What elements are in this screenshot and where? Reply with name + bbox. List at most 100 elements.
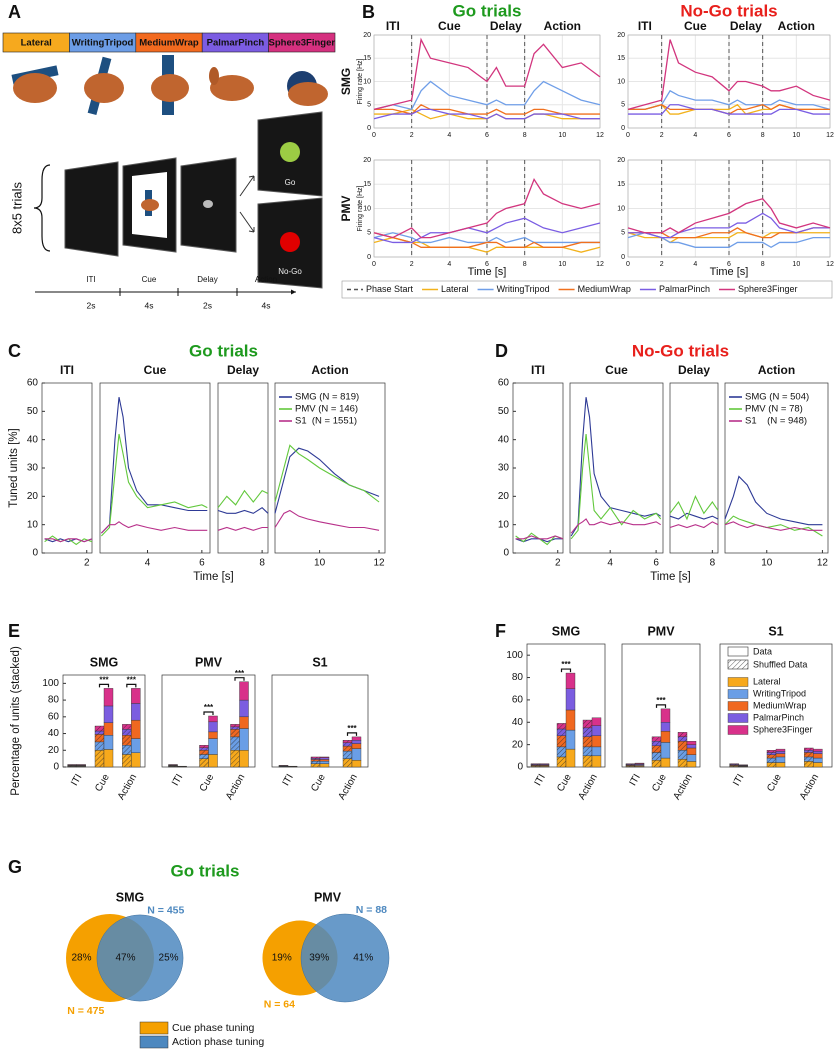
- legend-swatch: [727, 659, 749, 670]
- shuffled-bar-segment: [310, 759, 321, 762]
- bar-segment: [565, 709, 576, 731]
- hand: [84, 73, 124, 103]
- x-tick-label: 6: [653, 558, 659, 569]
- x-tick-label: Action: [336, 772, 359, 802]
- x-tick-label: Cue: [198, 772, 217, 794]
- bar-segment: [775, 753, 786, 758]
- y-tick-label: 80: [48, 695, 60, 706]
- y-tick-label: 10: [363, 78, 371, 85]
- bar-segment: [239, 728, 249, 751]
- y-tick-label: 20: [498, 491, 510, 502]
- x-axis-label: Time [s]: [468, 266, 507, 278]
- x-tick-label: ITI: [69, 772, 84, 788]
- legend-label: WritingTripod: [497, 284, 550, 294]
- series-line: [217, 506, 269, 514]
- timeline-phase: Cue: [142, 275, 157, 284]
- bar-segment: [813, 751, 823, 754]
- legend-swatch: [727, 689, 749, 699]
- timeline-duration: 4s: [262, 300, 271, 310]
- legend-label: Sphere3Finger: [753, 724, 813, 734]
- legend-swatch: [727, 701, 749, 711]
- shuffled-bar-segment: [310, 756, 321, 759]
- shuffled-bar-segment: [168, 764, 178, 766]
- bar-segment: [565, 688, 576, 711]
- y-tick-label: 10: [617, 78, 625, 85]
- legend-label: Lateral: [753, 676, 781, 686]
- x-tick-label: 2: [410, 261, 414, 268]
- x-tick-label: Action: [798, 772, 821, 802]
- go-cue: [280, 142, 300, 162]
- shuffled-bar-segment: [230, 726, 240, 730]
- series-line: [628, 104, 830, 115]
- bar-segment: [686, 754, 697, 762]
- bar-segment: [103, 705, 114, 723]
- shuffled-bar-segment: [342, 745, 353, 752]
- venn-title: PMV: [314, 890, 342, 904]
- legend-label: Phase Start: [366, 284, 414, 294]
- axes-frame: [569, 382, 664, 554]
- row-label: PMV: [339, 195, 353, 221]
- bar-segment: [131, 688, 141, 704]
- x-tick-label: 2: [555, 558, 561, 569]
- series-line: [373, 80, 601, 111]
- y-tick-label: 0: [503, 548, 509, 559]
- legend-label: Action phase tuning: [172, 1036, 264, 1048]
- hands: [11, 55, 328, 116]
- x-tick-label: 8: [259, 558, 265, 569]
- bar-segment: [591, 746, 602, 757]
- y-axis-label: Percentage of units (stacked): [10, 646, 22, 796]
- bar-segment: [131, 703, 141, 721]
- bar-segment: [208, 731, 218, 739]
- legend-swatch: [727, 646, 749, 657]
- shuffled-bar-segment: [556, 723, 567, 730]
- y-tick-label: 0: [517, 762, 523, 773]
- shuffled-bar-segment: [530, 763, 541, 765]
- bar-segment: [319, 763, 330, 768]
- axes-frame: [41, 382, 93, 554]
- bar-segment: [208, 754, 218, 768]
- y-tick-label: 60: [498, 378, 510, 389]
- shuffled-bar-segment: [342, 740, 353, 743]
- venn-value-label: 28%: [71, 953, 91, 964]
- subplot-title: Action: [758, 363, 795, 377]
- series-line: [627, 198, 831, 234]
- bar-segment: [319, 760, 330, 764]
- arrow: [239, 175, 255, 233]
- x-tick-label: 12: [826, 261, 834, 268]
- grasp-label: Lateral: [21, 38, 52, 49]
- x-tick-label: 4: [447, 261, 451, 268]
- subplot-title: ITI: [60, 363, 74, 377]
- shuffled-bar-segment: [766, 762, 777, 768]
- y-tick-label: 20: [363, 157, 371, 164]
- hand: [13, 73, 57, 103]
- shuffled-bar-segment: [582, 727, 593, 738]
- brace: [33, 164, 51, 252]
- significance-label: ***: [235, 669, 245, 678]
- x-tick-label: Action: [224, 772, 247, 802]
- x-tick-label: ITI: [281, 772, 296, 788]
- x-tick-label: 0: [626, 261, 630, 268]
- y-tick-label: 15: [617, 181, 625, 188]
- series-line: [570, 397, 661, 537]
- series-line: [100, 397, 208, 534]
- y-tick-label: 0: [32, 548, 38, 559]
- shuffled-bar-segment: [94, 734, 105, 743]
- y-tick-label: 30: [498, 463, 510, 474]
- bar-segment: [686, 747, 697, 755]
- bar-segment: [239, 699, 249, 718]
- y-tick-label: 20: [617, 32, 625, 39]
- y-tick-label: 5: [621, 230, 625, 237]
- panel-labels: A B C D E F G: [8, 2, 508, 877]
- trial-schematic: 8x5 trials Go No-Go: [9, 111, 323, 296]
- legend-label: PMV (N = 78): [745, 404, 803, 415]
- timeline-duration: 2s: [87, 300, 96, 310]
- y-tick-label: 100: [506, 650, 523, 661]
- shuffled-bar-segment: [556, 756, 567, 768]
- y-tick-label: 40: [27, 434, 39, 445]
- bar-segment: [208, 721, 218, 733]
- y-tick-label: 60: [27, 378, 39, 389]
- bar-segment: [813, 762, 823, 768]
- y-tick-label: 60: [48, 711, 60, 722]
- x-tick-label: 10: [558, 261, 566, 268]
- venn-n-label: N = 88: [356, 904, 387, 916]
